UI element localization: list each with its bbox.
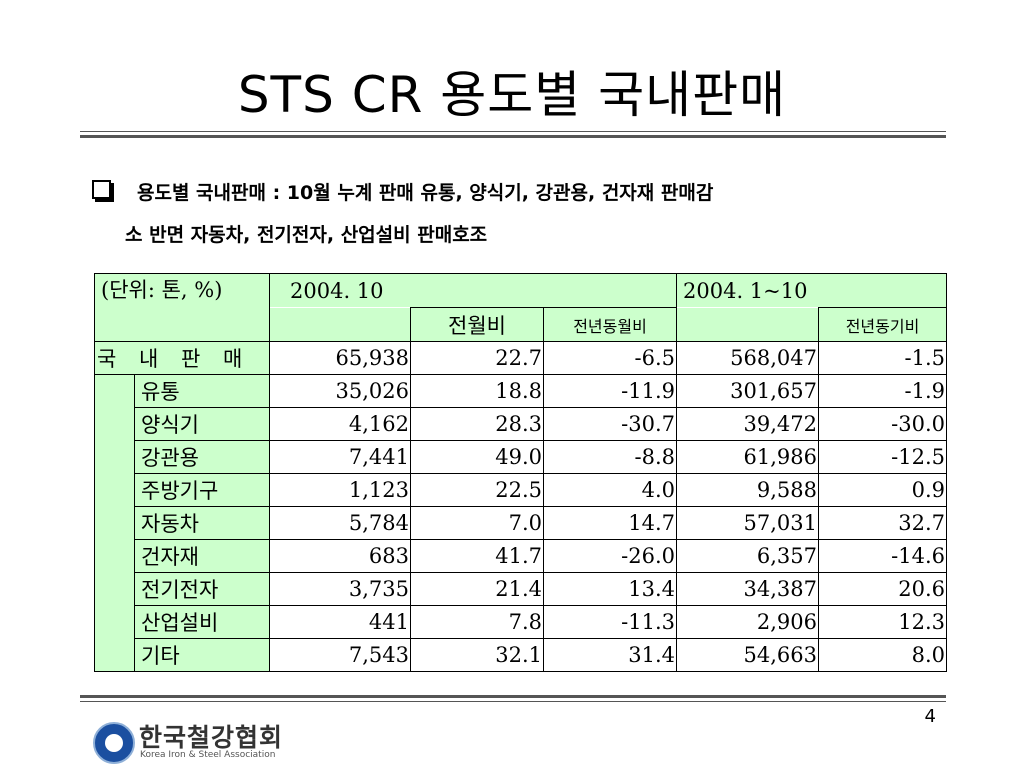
row-label: 양식기 [134, 407, 270, 441]
col-yoy-month-header: 전년동월비 [543, 307, 677, 342]
row-label: 산업설비 [134, 605, 270, 639]
table-row: 전기전자 3,735 21.4 13.4 34,387 20.6 [95, 572, 947, 606]
total-v1: 65,938 [269, 341, 411, 375]
row-v2: 22.5 [410, 473, 544, 507]
row-v5: 12.3 [818, 605, 947, 639]
summary-bullet: 용도별 국내판매 : 10월 누계 판매 유통, 양식기, 강관용, 건자재 판… [92, 172, 952, 256]
row-v5: -12.5 [818, 440, 947, 474]
row-label: 건자재 [134, 539, 270, 573]
row-label: 강관용 [134, 440, 270, 474]
row-v1: 683 [269, 539, 411, 573]
summary-line-2: 소 반면 자동차, 전기전자, 산업설비 판매호조 [125, 224, 488, 246]
table-row: 산업설비 441 7.8 -11.3 2,906 12.3 [95, 605, 947, 639]
row-v4: 57,031 [676, 506, 819, 540]
row-v1: 3,735 [269, 572, 411, 606]
row-label: 자동차 [134, 506, 270, 540]
row-v4: 2,906 [676, 605, 819, 639]
row-v4: 9,588 [676, 473, 819, 507]
row-v2: 32.1 [410, 638, 544, 672]
footer-divider-thick [80, 695, 946, 698]
sales-table: (단위: 톤, %) 2004. 10 2004. 1~10 전월비 전년동월비… [94, 273, 947, 672]
total-v4: 568,047 [676, 341, 819, 375]
col-yoy-period-header: 전년동기비 [818, 307, 947, 342]
row-v1: 5,784 [269, 506, 411, 540]
total-v2: 22.7 [410, 341, 544, 375]
footer-divider-thin [80, 701, 946, 702]
row-label: 기타 [134, 638, 270, 672]
row-label: 전기전자 [134, 572, 270, 606]
period1-header: 2004. 10 [269, 273, 677, 308]
row-v3: -11.3 [543, 605, 677, 639]
association-emblem-icon [93, 722, 135, 764]
row-v4: 301,657 [676, 374, 819, 408]
table-row: 자동차 5,784 7.0 14.7 57,031 32.7 [95, 506, 947, 540]
total-v5: -1.5 [818, 341, 947, 375]
checkbox-bullet-icon [92, 180, 111, 199]
total-v3: -6.5 [543, 341, 677, 375]
row-v2: 7.8 [410, 605, 544, 639]
title-divider-thin [80, 131, 946, 132]
table-row: 주방기구 1,123 22.5 4.0 9,588 0.9 [95, 473, 947, 507]
row-v5: 0.9 [818, 473, 947, 507]
row-v3: -8.8 [543, 440, 677, 474]
row-v2: 21.4 [410, 572, 544, 606]
summary-line-1: 용도별 국내판매 : 10월 누계 판매 유통, 양식기, 강관용, 건자재 판… [137, 182, 714, 204]
row-v3: 31.4 [543, 638, 677, 672]
row-v4: 61,986 [676, 440, 819, 474]
table-row: 건자재 683 41.7 -26.0 6,357 -14.6 [95, 539, 947, 573]
period2-header: 2004. 1~10 [676, 273, 947, 308]
row-v2: 49.0 [410, 440, 544, 474]
row-v4: 39,472 [676, 407, 819, 441]
row-v3: -26.0 [543, 539, 677, 573]
row-label: 주방기구 [134, 473, 270, 507]
title-divider-thick [80, 135, 946, 138]
row-v5: -30.0 [818, 407, 947, 441]
row-v1: 7,543 [269, 638, 411, 672]
row-v4: 6,357 [676, 539, 819, 573]
logo-name: 한국철강협회 [139, 723, 284, 752]
row-v3: 4.0 [543, 473, 677, 507]
row-v5: -14.6 [818, 539, 947, 573]
row-v4: 34,387 [676, 572, 819, 606]
col-mom-header: 전월비 [410, 307, 544, 342]
period2-blank [676, 307, 819, 342]
row-v2: 41.7 [410, 539, 544, 573]
row-label: 유통 [134, 374, 270, 408]
row-v5: -1.9 [818, 374, 947, 408]
row-v1: 35,026 [269, 374, 411, 408]
row-v2: 28.3 [410, 407, 544, 441]
table-row: 양식기 4,162 28.3 -30.7 39,472 -30.0 [95, 407, 947, 441]
row-v3: 14.7 [543, 506, 677, 540]
row-v1: 7,441 [269, 440, 411, 474]
row-v3: 13.4 [543, 572, 677, 606]
row-v3: -30.7 [543, 407, 677, 441]
total-label: 국 내 판 매 [94, 341, 270, 375]
table-row: 강관용 7,441 49.0 -8.8 61,986 -12.5 [95, 440, 947, 474]
row-v2: 7.0 [410, 506, 544, 540]
table-row: 기타 7,543 32.1 31.4 54,663 8.0 [95, 638, 947, 672]
page-title: STS CR 용도별 국내판매 [237, 66, 787, 124]
row-v1: 4,162 [269, 407, 411, 441]
row-v4: 54,663 [676, 638, 819, 672]
row-v5: 32.7 [818, 506, 947, 540]
table-row: 유통 35,026 18.8 -11.9 301,657 -1.9 [94, 374, 947, 672]
logo-subtitle: Korea Iron & Steel Association [140, 750, 276, 760]
row-v1: 1,123 [269, 473, 411, 507]
table-row-total: 국 내 판 매 65,938 22.7 -6.5 568,047 -1.5 [94, 341, 947, 375]
summary-text: 용도별 국내판매 : 10월 누계 판매 유통, 양식기, 강관용, 건자재 판… [125, 172, 952, 256]
row-v1: 441 [269, 605, 411, 639]
row-v3: -11.9 [543, 374, 677, 408]
association-logo: 한국철강협회 Korea Iron & Steel Association [93, 718, 313, 766]
row-v5: 8.0 [818, 638, 947, 672]
period1-blank [269, 307, 411, 342]
category-side-cell [94, 374, 135, 672]
page-number: 4 [924, 706, 936, 727]
unit-label: (단위: 톤, %) [94, 273, 270, 342]
row-v2: 18.8 [410, 374, 544, 408]
row-v5: 20.6 [818, 572, 947, 606]
